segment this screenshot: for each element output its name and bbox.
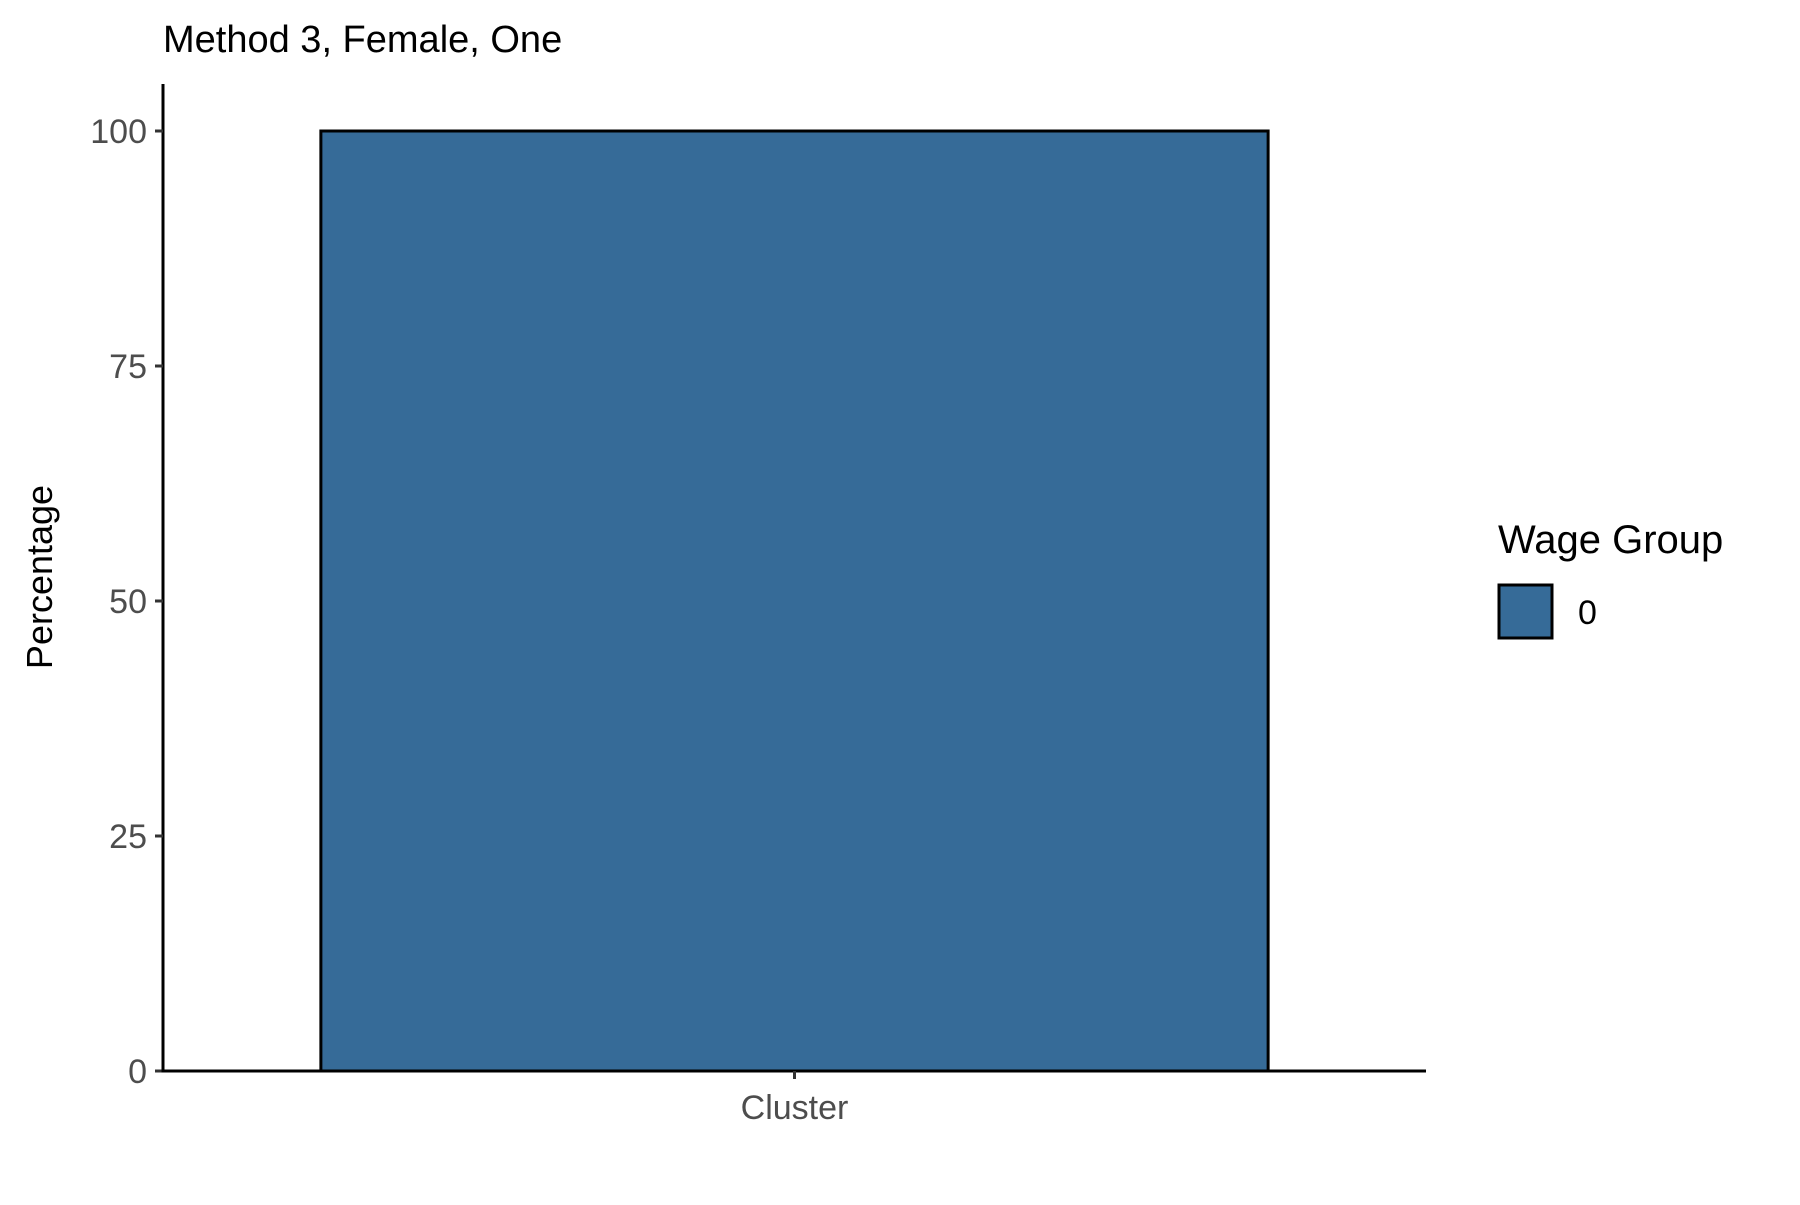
y-axis-title: Percentage xyxy=(19,485,60,669)
bars-group xyxy=(319,129,1270,1073)
y-tick-label: 75 xyxy=(109,348,147,386)
x-axis: Cluster xyxy=(161,1069,1426,1127)
legend-title: Wage Group xyxy=(1498,518,1723,562)
y-axis-title-group: Percentage xyxy=(19,485,60,669)
x-tick-label: Cluster xyxy=(741,1089,849,1127)
y-tick-label: 0 xyxy=(128,1053,147,1091)
legend-swatch-0 xyxy=(1497,583,1554,640)
y-tick-label: 100 xyxy=(90,113,147,151)
chart-title: Method 3, Female, One xyxy=(163,19,562,61)
y-tick-label: 25 xyxy=(109,818,147,856)
legend-label-0: 0 xyxy=(1578,594,1597,632)
bar-cluster-0 xyxy=(319,129,1270,1073)
y-axis: 0 25 50 75 100 xyxy=(90,84,165,1091)
legend: Wage Group 0 xyxy=(1497,518,1723,640)
y-tick-label: 50 xyxy=(109,583,147,621)
